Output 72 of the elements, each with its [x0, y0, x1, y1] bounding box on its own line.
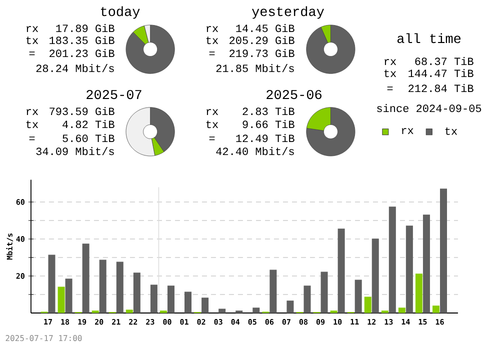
bar: [252, 308, 260, 313]
legend-label: tx: [445, 127, 458, 135]
text: =: [209, 52, 215, 56]
text: =: [29, 52, 35, 56]
text: 2.83 TiB: [242, 107, 294, 116]
bar: [320, 272, 328, 313]
text: 205.29 GiB: [230, 36, 294, 44]
text: rx: [384, 59, 396, 65]
bar: [99, 260, 106, 313]
text: 42.40 Mbit/s: [216, 147, 294, 156]
text: rx: [26, 26, 38, 32]
bar: [440, 188, 447, 313]
text: 219.73 GiB: [230, 49, 294, 58]
bar: [167, 286, 174, 313]
text: since 2024-09-05: [377, 104, 482, 112]
bar: [415, 274, 422, 313]
text: rx: [206, 26, 218, 32]
text: 21.85 Mbit/s: [216, 64, 294, 72]
bar: [364, 296, 372, 313]
chart-title: today: [101, 6, 140, 19]
bar: [270, 270, 277, 313]
text: tx: [384, 70, 396, 78]
bar: [202, 298, 209, 313]
bar: [116, 262, 124, 313]
text: 34.09 Mbit/s: [36, 147, 114, 156]
bar: [432, 306, 440, 313]
chart-title: yesterday: [252, 6, 324, 19]
bar: [82, 244, 90, 313]
chart-title: 2025-06: [266, 90, 322, 100]
text: 14.45 GiB: [236, 24, 294, 32]
bar: [218, 308, 226, 313]
bar: [388, 206, 396, 313]
text: 17.89 GiB: [56, 24, 114, 32]
text: 68.37 TiB: [415, 57, 474, 66]
bar: [133, 272, 140, 313]
bar: [422, 214, 430, 313]
bar: [48, 254, 56, 313]
bar: [184, 292, 192, 313]
text: 183.35 GiB: [50, 36, 114, 44]
bar: [372, 238, 379, 313]
bar: [304, 286, 311, 313]
text: 9.66 TiB: [242, 120, 294, 128]
text: tx: [26, 120, 38, 128]
text: 4.82 TiB: [62, 120, 114, 128]
text: 12.49 TiB: [236, 134, 294, 142]
bar: [65, 278, 72, 313]
text: tx: [206, 120, 218, 128]
bar: [126, 310, 133, 313]
text: 144.47 TiB: [408, 69, 474, 77]
bar: [406, 226, 413, 313]
text: 2025-07-17 17:00: [6, 335, 82, 342]
text: rx: [206, 109, 218, 115]
bar: [338, 228, 345, 313]
text: 212.84 TiB: [408, 84, 474, 92]
text: 793.59 GiB: [50, 107, 114, 116]
text: =: [29, 136, 35, 140]
text: rx: [26, 109, 38, 115]
chart-title: 2025-07: [86, 90, 142, 100]
bar: [354, 280, 362, 313]
bar: [398, 308, 406, 313]
bar: [58, 286, 65, 313]
text: tx: [26, 36, 38, 44]
bar: [150, 284, 158, 313]
text: =: [387, 86, 393, 90]
text: tx: [206, 36, 218, 44]
text: =: [209, 136, 215, 140]
bar: [286, 300, 294, 313]
text: 28.24 Mbit/s: [36, 64, 114, 72]
text: 5.60 TiB: [62, 134, 114, 142]
text: all time: [397, 33, 461, 44]
text: 201.23 GiB: [50, 49, 114, 58]
legend-label: rx: [402, 128, 414, 134]
